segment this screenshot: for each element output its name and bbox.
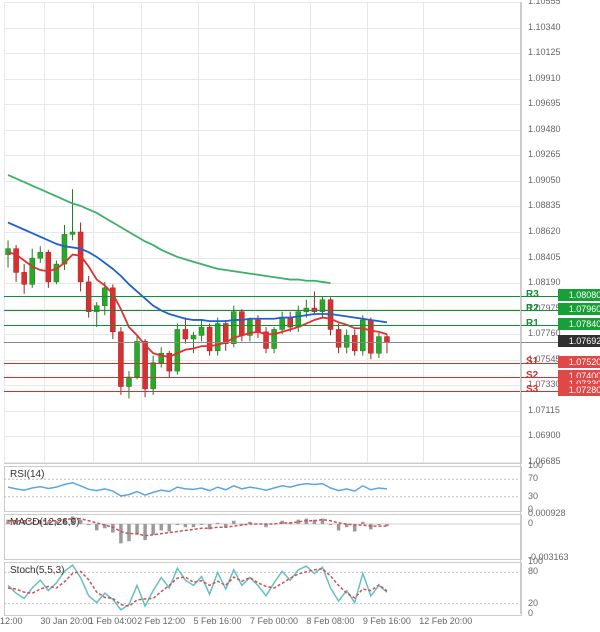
stoch-panel[interactable] [4,562,522,616]
stoch-ytick: 0 [528,608,533,618]
x-label: 12 Feb 20:00 [419,616,472,626]
x-label: 7 Feb 00:00 [250,616,298,626]
level-R3 [4,296,596,297]
level-label-R2: R2 [526,303,539,314]
price-ytick: 1.09480 [528,124,561,134]
price-ytick: 1.10125 [528,47,561,57]
level-label-R3: R3 [526,289,539,300]
price-ytick: 1.07115 [528,405,560,415]
rsi-panel[interactable] [4,466,522,512]
x-label: 12:00 [0,616,23,626]
current-price: 1.07692 [558,335,600,347]
price-ytick: 1.08835 [528,200,561,210]
stoch-ytick: 100 [528,556,543,566]
x-label: 5 Feb 16:00 [194,616,242,626]
level-value-R1: 1.07840 [558,318,600,330]
stoch-ytick: 80 [528,566,538,576]
level-R2 [4,310,596,311]
price-ytick: 1.06900 [528,430,561,440]
price-ytick: 1.09265 [528,149,561,159]
price-ytick: 1.10555 [528,0,561,6]
level-value-S1: 1.07520 [558,356,600,368]
macd-panel[interactable] [4,514,522,560]
x-label: 1 Feb 04:00 [89,616,137,626]
x-label: 30 Jan 20:00 [40,616,92,626]
stoch-label: Stoch(5,5,3) [10,565,64,576]
rsi-ytick: 100 [528,460,543,470]
level-label-S1: S1 [526,356,538,367]
rsi-ytick: 30 [528,491,538,501]
level-R1 [4,325,596,326]
stoch-ytick: 20 [528,598,538,608]
price-ytick: 1.09695 [528,98,561,108]
price-ytick: 1.10340 [528,22,561,32]
macd-label: MACD(12,26,9) [10,517,79,528]
level-value-R3: 1.08080 [558,289,600,301]
chart-container: 1.10555 1.10340 1.10125 1.09910 1.09695 1.094… [0,0,600,632]
macd-ytick: 0 [528,518,533,528]
level-label-S3: S3 [526,384,538,395]
x-label: 8 Feb 08:00 [306,616,354,626]
price-ytick: 1.08405 [528,252,561,262]
price-panel[interactable] [4,2,522,464]
price-ytick: 1.08620 [528,226,561,236]
x-label: 9 Feb 16:00 [363,616,411,626]
level-S1 [4,363,596,364]
rsi-ytick: 70 [528,473,538,483]
price-ytick: 1.07760 [528,328,561,338]
level-value-R2: 1.07960 [558,303,600,315]
price-ytick: 1.09050 [528,175,561,185]
level-value-S3: 1.07280 [558,384,600,396]
price-ytick: 1.09910 [528,73,561,83]
x-label: 2 Feb 12:00 [137,616,185,626]
level-label-S2: S2 [526,370,538,381]
price-ytick: 1.08190 [528,277,561,287]
level-label-R1: R1 [526,318,539,329]
level-S3 [4,391,596,392]
macd-ytick: 0.000928 [528,508,566,518]
rsi-label: RSI(14) [10,469,44,480]
level-S2 [4,377,596,378]
